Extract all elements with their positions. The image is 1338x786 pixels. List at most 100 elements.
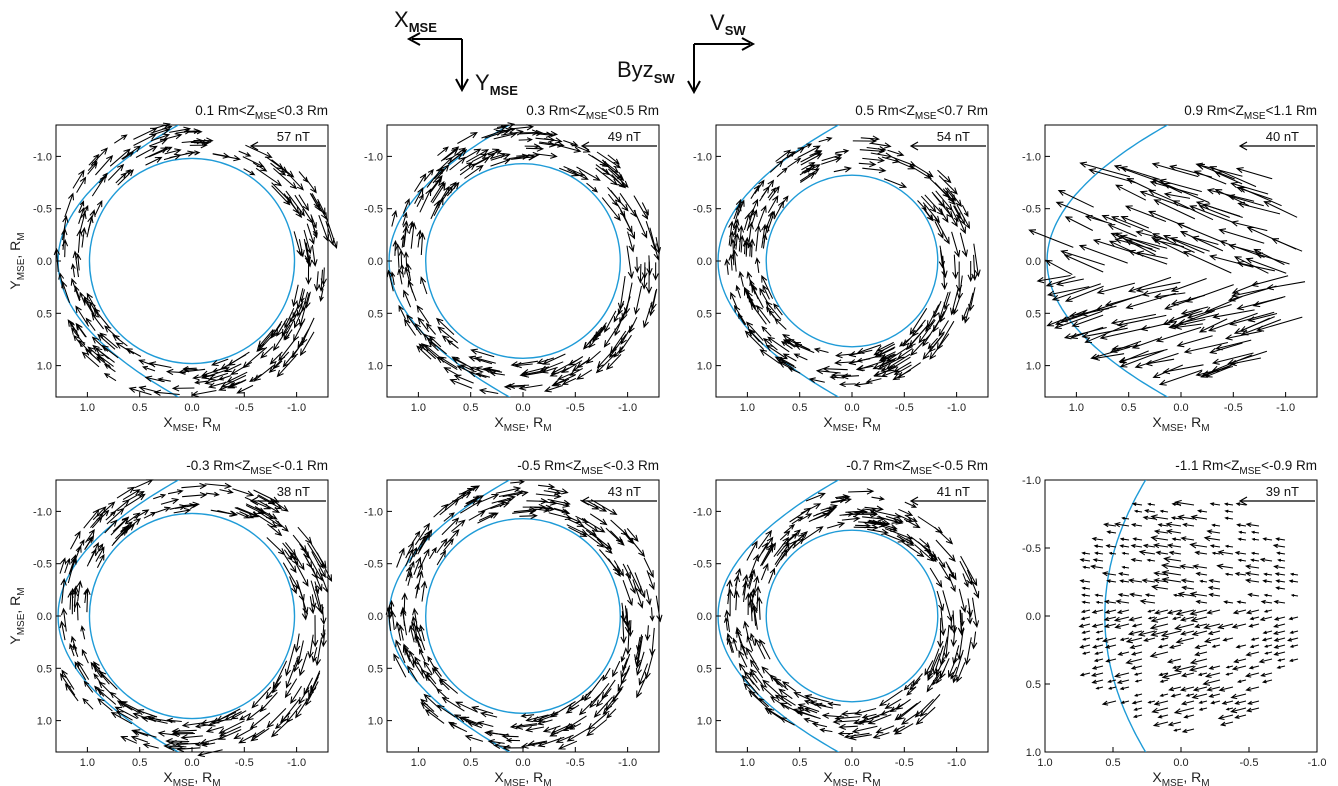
x-tick-label: 0.0: [515, 757, 530, 769]
field-vector: [609, 334, 627, 359]
field-vector: [652, 262, 659, 281]
planet-circle: [425, 518, 621, 714]
field-vector: [605, 527, 625, 546]
field-vector: [879, 523, 898, 531]
field-vector: [1234, 571, 1247, 577]
field-vector: [1095, 686, 1104, 690]
field-vector: [786, 532, 798, 544]
field-vector: [1157, 714, 1169, 719]
field-vector: [1134, 352, 1179, 369]
field-vector: [1236, 186, 1273, 200]
field-vector: [1189, 205, 1233, 223]
plot-area: [717, 480, 939, 752]
field-vector: [642, 301, 653, 329]
field-vector: [1217, 549, 1234, 556]
field-vector: [505, 737, 521, 743]
field-vector: [1147, 616, 1156, 620]
panel-title: -0.5 Rm<ZMSE<-0.3 Rm: [517, 458, 659, 477]
field-vector: [893, 364, 912, 376]
field-vector: [420, 702, 439, 718]
field-vector: [124, 518, 142, 532]
field-vector: [535, 507, 550, 513]
field-vector: [292, 534, 308, 553]
field-vector: [933, 193, 954, 219]
field-vector: [123, 493, 146, 509]
field-vector: [1044, 259, 1073, 276]
field-vector: [840, 710, 860, 717]
field-vector: [111, 528, 128, 547]
field-vector: [1179, 231, 1224, 252]
field-vector: [780, 340, 793, 350]
field-vector: [1289, 572, 1299, 576]
field-vector: [1173, 707, 1195, 715]
field-vector: [749, 553, 759, 578]
field-vector: [148, 146, 173, 158]
field-vector: [1232, 609, 1247, 615]
field-vector: [871, 496, 885, 501]
field-vector: [78, 339, 93, 355]
field-vector: [553, 143, 582, 153]
field-vector: [59, 557, 67, 574]
x-axis-label: XMSE, RM: [1152, 414, 1209, 434]
axis-ticks: 1.0 0.5 0.0 -0.5 -1.0 -1.0 -0.5 0.0 0.5 1.0: [693, 151, 966, 414]
field-vector: [649, 627, 656, 657]
field-vector: [475, 493, 500, 505]
field-vector: [908, 325, 929, 348]
field-vector: [1237, 558, 1247, 562]
y-tick-label: -1.0: [364, 506, 383, 518]
field-vector: [1095, 600, 1104, 604]
field-vector: [637, 263, 644, 284]
field-vector: [821, 712, 844, 719]
field-vector: [934, 182, 950, 199]
field-vector: [1172, 665, 1182, 670]
field-vector: [557, 372, 573, 380]
field-vector: [797, 145, 821, 159]
field-vector: [83, 588, 89, 604]
field-vector: [1091, 644, 1104, 649]
y-tick-label: 0.5: [1026, 679, 1041, 691]
field-vector: [1119, 166, 1160, 180]
scale-label: 38 nT: [277, 484, 310, 499]
field-vector: [419, 548, 430, 568]
field-vector: [412, 659, 425, 679]
field-vector: [1114, 672, 1130, 678]
field-vector: [612, 660, 621, 678]
field-vector: [419, 232, 426, 256]
x-tick-label: -0.5: [235, 757, 254, 769]
field-vector: [935, 539, 956, 562]
y-axis-label: YMSE, RM: [7, 232, 27, 289]
field-vector: [431, 667, 442, 680]
field-vector: [1262, 537, 1273, 541]
scale-label: 54 nT: [937, 129, 970, 144]
field-vector: [141, 365, 156, 372]
field-vector: [1274, 572, 1286, 576]
field-vector: [1165, 528, 1182, 535]
x-axis-label: XMSE, RM: [163, 769, 220, 786]
field-vector: [436, 688, 447, 699]
field-vector: [135, 145, 158, 158]
field-vector: [448, 152, 463, 164]
field-vector: [1131, 338, 1160, 349]
field-vector: [801, 161, 816, 171]
field-vector: [1175, 637, 1195, 645]
field-vector: [557, 740, 578, 750]
y-tick-label: 1.0: [697, 716, 712, 728]
field-vector: [813, 347, 829, 354]
field-vector: [610, 530, 623, 544]
field-vector: [896, 348, 913, 360]
field-vector: [1185, 284, 1234, 303]
field-vector: [69, 587, 76, 615]
field-vector: [87, 346, 106, 362]
field-vector: [1179, 616, 1195, 622]
field-vector: [1273, 616, 1286, 621]
field-vector: [463, 148, 482, 160]
field-vector: [903, 518, 921, 529]
field-vector: [496, 127, 513, 134]
field-vector: [259, 692, 278, 713]
field-vector: [1198, 707, 1208, 711]
field-vector: [296, 640, 304, 666]
field-vector: [404, 647, 415, 668]
field-vector: [854, 707, 877, 716]
field-vector: [729, 238, 737, 266]
field-vector: [107, 163, 125, 181]
